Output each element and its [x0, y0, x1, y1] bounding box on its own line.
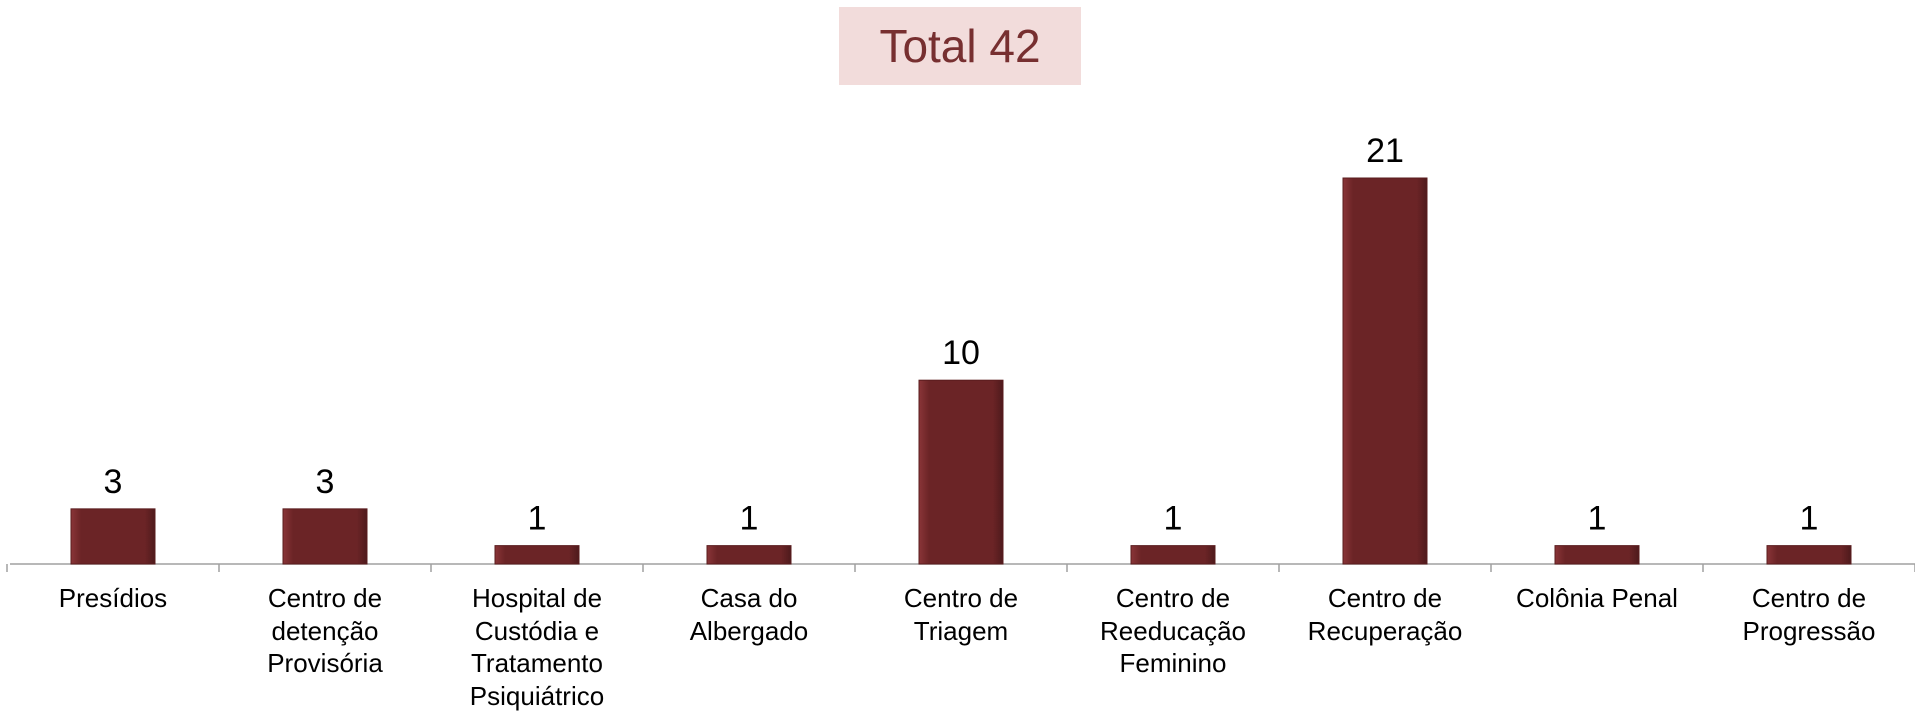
x-tick-label: Centro de detenção Provisória	[267, 583, 383, 678]
bar	[1766, 545, 1852, 565]
bar	[1554, 545, 1640, 565]
value-label: 1	[740, 500, 759, 538]
value-label: 10	[942, 334, 980, 372]
bar	[282, 508, 368, 565]
x-tick-label: Presídios	[58, 583, 168, 613]
bar	[706, 545, 792, 565]
x-tick-label: Centro de Triagem	[903, 583, 1019, 646]
value-label: 21	[1366, 132, 1404, 170]
x-tick-label: Centro de Progressão	[1742, 583, 1876, 646]
value-label: 1	[1164, 500, 1183, 538]
x-tick-label: Casa do Albergado	[689, 583, 809, 646]
bar	[1130, 545, 1216, 565]
bar	[1342, 177, 1428, 565]
x-tick-label: Centro de Reeducação Feminino	[1100, 583, 1246, 678]
value-label: 3	[104, 463, 123, 501]
value-label: 1	[1800, 500, 1819, 538]
x-tick-label: Hospital de Custódia e Tratamento Psiqui…	[469, 583, 605, 711]
value-label: 1	[528, 500, 547, 538]
bar	[70, 508, 156, 565]
value-label: 3	[316, 463, 335, 501]
bar	[918, 379, 1004, 565]
x-tick-label: Colônia Penal	[1516, 583, 1678, 613]
value-label: 1	[1588, 500, 1607, 538]
x-tick-label: Centro de Recuperação	[1307, 583, 1463, 646]
chart-title: Total 42	[839, 7, 1081, 85]
bar	[494, 545, 580, 565]
